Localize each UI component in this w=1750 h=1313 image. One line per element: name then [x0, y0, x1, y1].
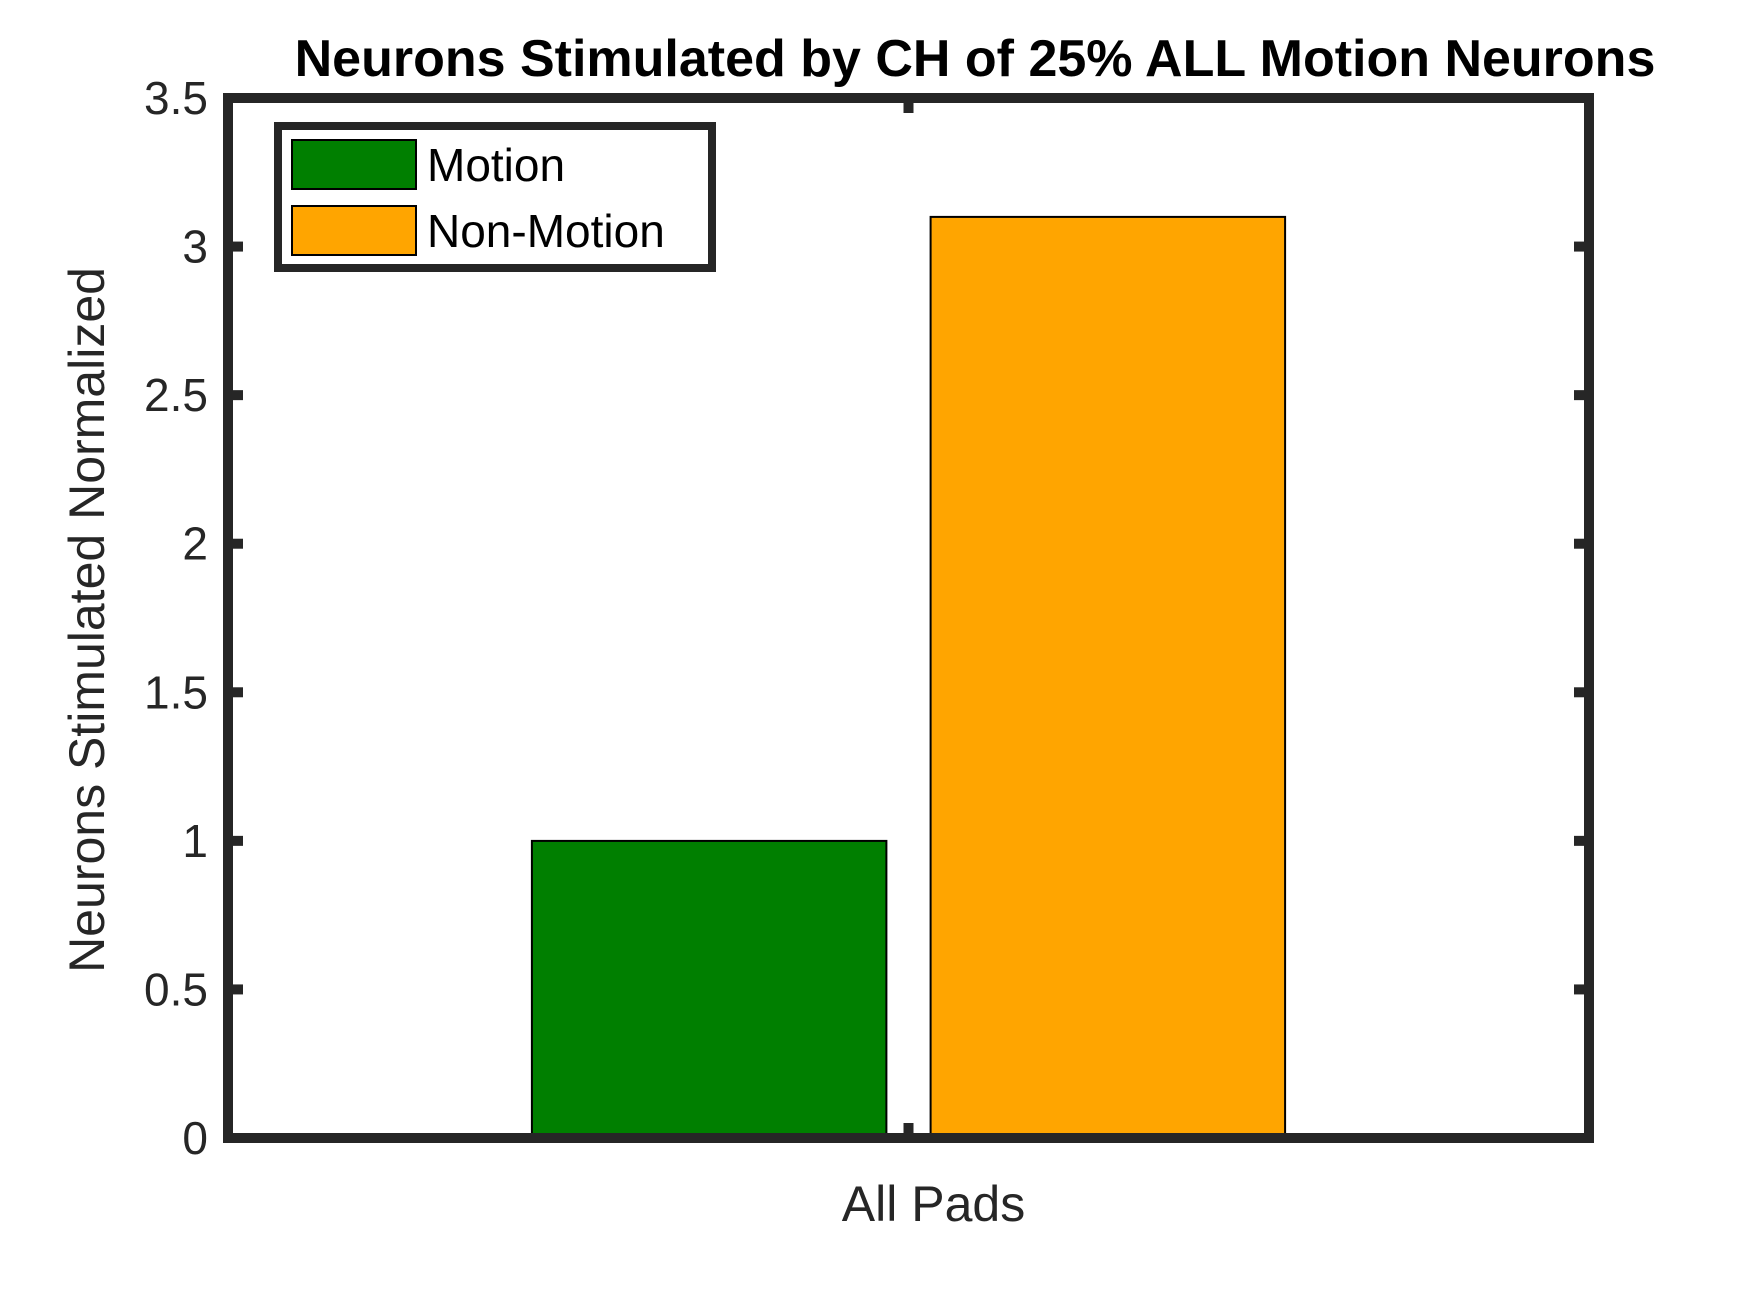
bar-motion — [530, 839, 888, 1140]
y-tick-label: 3.5 — [144, 72, 208, 124]
axes-layer — [223, 93, 1594, 1143]
y-tick-label: 0 — [182, 1112, 208, 1164]
x-tick-label: All Pads — [842, 1176, 1025, 1232]
y-axis-label: Neurons Stimulated Normalized — [59, 267, 115, 973]
legend-label-motion: Motion — [427, 139, 565, 191]
y-tick-label: 2 — [182, 518, 208, 570]
legend-label-non-motion: Non-Motion — [427, 205, 665, 257]
y-tick-label: 1.5 — [144, 666, 208, 718]
y-tick-label: 2.5 — [144, 369, 208, 421]
legend: Motion Non-Motion — [274, 122, 716, 272]
chart-title: Neurons Stimulated by CH of 25% ALL Moti… — [295, 30, 1656, 88]
bars-layer — [530, 215, 1287, 1140]
y-tick-label: 1 — [182, 815, 208, 867]
x-tick-labels: All Pads — [842, 1176, 1025, 1232]
y-tick-label: 0.5 — [144, 963, 208, 1015]
legend-swatch-motion — [291, 139, 417, 190]
y-tick-label: 3 — [182, 221, 208, 273]
legend-swatch-non-motion — [291, 205, 417, 256]
y-tick-labels: 0 0.5 1 1.5 2 2.5 3 3.5 — [144, 72, 208, 1164]
bar-non-motion — [929, 215, 1287, 1139]
